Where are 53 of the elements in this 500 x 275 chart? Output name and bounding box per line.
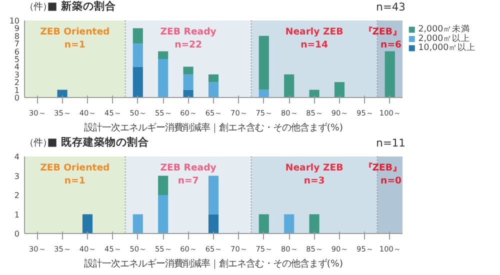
legend-label: 2,000㎡以上 xyxy=(418,32,470,44)
y-tick-label: 3 xyxy=(14,172,20,181)
band-label: ZEB Oriented n=1 xyxy=(40,26,110,51)
y-tick-label: 1 xyxy=(14,210,20,220)
y-tick-label: 1 xyxy=(14,86,20,95)
bar xyxy=(132,214,143,234)
band-label: 『ZEB』 n=0 xyxy=(363,162,402,187)
y-tick-label: 2 xyxy=(14,78,20,88)
bar xyxy=(309,214,320,234)
bar xyxy=(334,82,345,98)
bar xyxy=(158,51,168,59)
x-axis-title: 設計一次エネルギー消費削減率｜創エネ含む・その他含まず(%) xyxy=(84,258,344,270)
y-tick-label: 9 xyxy=(14,24,20,34)
y-tick-label: 3 xyxy=(14,70,20,80)
legend-label: 10,000㎡以上 xyxy=(418,42,476,54)
bar xyxy=(284,214,294,234)
y-tick-label: 6 xyxy=(14,47,20,56)
y-tick-label: 4 xyxy=(14,152,20,162)
band-label: ZEB Ready n=22 xyxy=(160,26,216,51)
y-tick-label: 7 xyxy=(14,40,20,49)
bar xyxy=(132,66,143,98)
bar xyxy=(384,51,395,98)
bar xyxy=(158,176,168,195)
y-tick-label: 0 xyxy=(14,230,20,238)
bar xyxy=(208,82,219,98)
bar xyxy=(183,74,194,90)
bar xyxy=(208,176,219,214)
bar xyxy=(208,74,219,82)
y-tick-label: 10 xyxy=(9,16,20,26)
band-label: 『ZEB』 n=6 xyxy=(363,26,402,51)
bar xyxy=(284,74,294,98)
bar xyxy=(132,44,143,67)
bar xyxy=(208,214,219,234)
legend-label: 2,000㎡未満 xyxy=(418,24,470,35)
y-tick-label: 5 xyxy=(14,55,20,64)
bar xyxy=(158,59,168,98)
bar xyxy=(258,36,269,90)
y-tick-label: 8 xyxy=(14,32,20,41)
bar xyxy=(258,214,269,234)
band-label: ZEB Ready n=7 xyxy=(160,162,216,187)
bar xyxy=(132,28,143,44)
text: n=43 xyxy=(376,0,406,14)
band-label: Nearly ZEB n=3 xyxy=(285,162,344,187)
y-tick-label: 0 xyxy=(14,94,20,102)
x-axis-title: 設計一次エネルギー消費削減率｜創エネ含む・その他含まず(%) xyxy=(84,122,344,134)
y-tick-label: 2 xyxy=(14,191,20,200)
band-label: ZEB Oriented n=1 xyxy=(40,162,110,187)
y-tick-label: 4 xyxy=(14,62,20,72)
bar xyxy=(82,214,93,234)
text: n=11 xyxy=(376,136,406,150)
bar xyxy=(183,66,194,74)
band-label: Nearly ZEB n=14 xyxy=(285,26,344,51)
bar xyxy=(158,195,168,234)
